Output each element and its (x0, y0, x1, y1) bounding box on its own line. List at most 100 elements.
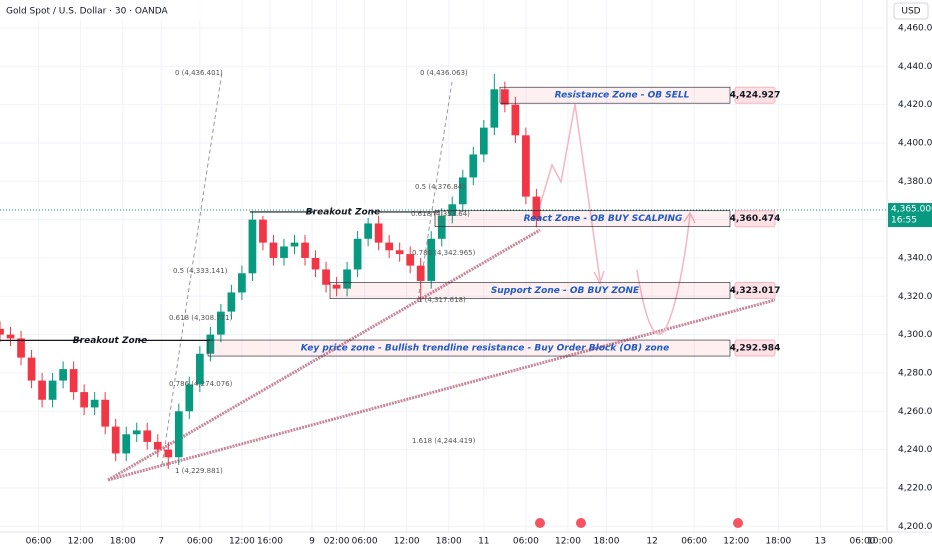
x-tick-label: 06:00 (681, 537, 707, 547)
y-tick-label: 4,420.000 (898, 100, 932, 110)
y-tick-label: 4,440.000 (898, 62, 932, 72)
fib-label: 0.618 (4,353.64) (411, 210, 470, 218)
event-icon[interactable] (733, 518, 743, 528)
price-tag (734, 210, 776, 228)
y-tick-label: 4,260.000 (898, 407, 932, 417)
candle-body (269, 242, 278, 258)
candle-body (448, 204, 457, 216)
x-tick-label: 12:00 (723, 537, 749, 547)
currency: USD (901, 7, 920, 17)
x-tick-label: 06:00 (187, 537, 213, 547)
candle-body (353, 238, 362, 270)
candle-body (217, 311, 225, 335)
y-tick-label: 4,460.000 (898, 23, 932, 33)
x-tick-label: 06:00 (849, 537, 875, 547)
candle-body (132, 430, 141, 435)
y-tick-label: 4,220.000 (898, 483, 932, 493)
fib-label: 0.618 (4,308.771) (169, 314, 233, 322)
y-tick-label: 4,320.000 (898, 292, 932, 302)
y-tick-label: 4,200.000 (898, 522, 932, 532)
candle-body (122, 434, 131, 454)
breakout-label-bg (315, 205, 371, 218)
countdown: 16:55 (891, 216, 917, 226)
candle-body (322, 269, 330, 285)
candle-body (27, 357, 36, 381)
x-tick-label: 12 (646, 537, 657, 547)
candle-body (185, 384, 194, 412)
price-tag (734, 86, 776, 104)
x-tick-label: 18:00 (594, 537, 620, 547)
x-tick-label: 06:00 (513, 537, 539, 547)
candle-body (290, 242, 299, 247)
projection-arrow (539, 103, 601, 281)
candle-body (437, 215, 446, 239)
last-price-label: 4,365.000 (891, 205, 932, 215)
candle-body (427, 238, 436, 281)
candle-body (490, 89, 499, 128)
candle-body (164, 449, 173, 458)
x-tick-label: 10:00 (867, 537, 893, 547)
y-tick-label: 4,300.000 (898, 330, 932, 340)
y-tick-label: 4,240.000 (898, 445, 932, 455)
fib-dash-line (417, 81, 453, 301)
candle-body (174, 411, 183, 458)
x-tick-label: 13 (815, 537, 826, 547)
candle-body (227, 292, 236, 312)
candle-body (195, 353, 204, 385)
candle-body (532, 196, 541, 220)
candle-body (479, 127, 488, 155)
candle-body (332, 284, 341, 289)
candle-body (301, 242, 309, 258)
x-tick-label: 18:00 (765, 537, 791, 547)
fib-label: 0 (4,436.401) (175, 69, 223, 77)
x-tick-label: 12:00 (68, 537, 94, 547)
x-tick-label: 02:00 (324, 537, 350, 547)
event-icon[interactable] (535, 518, 545, 528)
candle-body (90, 399, 99, 408)
zone-label: Key price zone - Bullish trendline resis… (301, 344, 669, 354)
y-tick-label: 4,280.000 (898, 368, 932, 378)
fib-label: 0.786 (4,342.965) (412, 249, 476, 257)
candle-body (101, 399, 110, 427)
candle-body (395, 250, 404, 255)
fib-label: 0.786 (4,274.076) (169, 380, 233, 388)
candle-body (406, 254, 415, 266)
overlay: 4,200.000 4,220.000 4,240.000 4,260.000 4,28… (0, 23, 932, 547)
arrow-head (683, 211, 696, 224)
fib-dash-line (161, 71, 223, 466)
candle-body (143, 430, 152, 442)
fib-label: 1 (4,229.881) (175, 467, 223, 475)
candle-body (238, 273, 246, 293)
candle-body (500, 89, 509, 105)
x-tick-label: 16:00 (257, 537, 283, 547)
fib-label: 0 (4,436.063) (420, 69, 468, 77)
candle-body (80, 392, 88, 408)
grid (0, 0, 888, 532)
last-price-tag (888, 203, 932, 228)
zone-label: React Zone - OB BUY SCALPING (524, 214, 683, 224)
y-tick-label: 4,380.000 (898, 177, 932, 187)
event-icon[interactable] (576, 518, 586, 528)
x-tick-label: 06:00 (26, 537, 52, 547)
candle-body (374, 223, 383, 243)
candle-body (248, 219, 257, 274)
projection-arrow (636, 214, 691, 335)
zone-label: Support Zone - OB BUY ZONE (491, 286, 640, 296)
x-tick-label: 18:00 (436, 537, 462, 547)
price-tag (734, 281, 776, 299)
y-tick-label: 4,400.000 (898, 138, 932, 148)
candle-body (364, 223, 372, 239)
candle-body (111, 426, 120, 454)
title-bg (0, 0, 240, 20)
candle-body (69, 369, 78, 393)
candle-body (522, 135, 530, 197)
price-tag-label: 4,360.474 (730, 214, 781, 224)
fib-label: 0.5 (4,333.141) (173, 267, 228, 275)
breakout-label: Breakout Zone (73, 336, 147, 346)
candle-body (17, 338, 25, 358)
y-tick-label: 4,340.000 (898, 253, 932, 263)
x-tick-label: 12:00 (555, 537, 581, 547)
trendline (107, 228, 541, 482)
candle-body (206, 334, 215, 354)
